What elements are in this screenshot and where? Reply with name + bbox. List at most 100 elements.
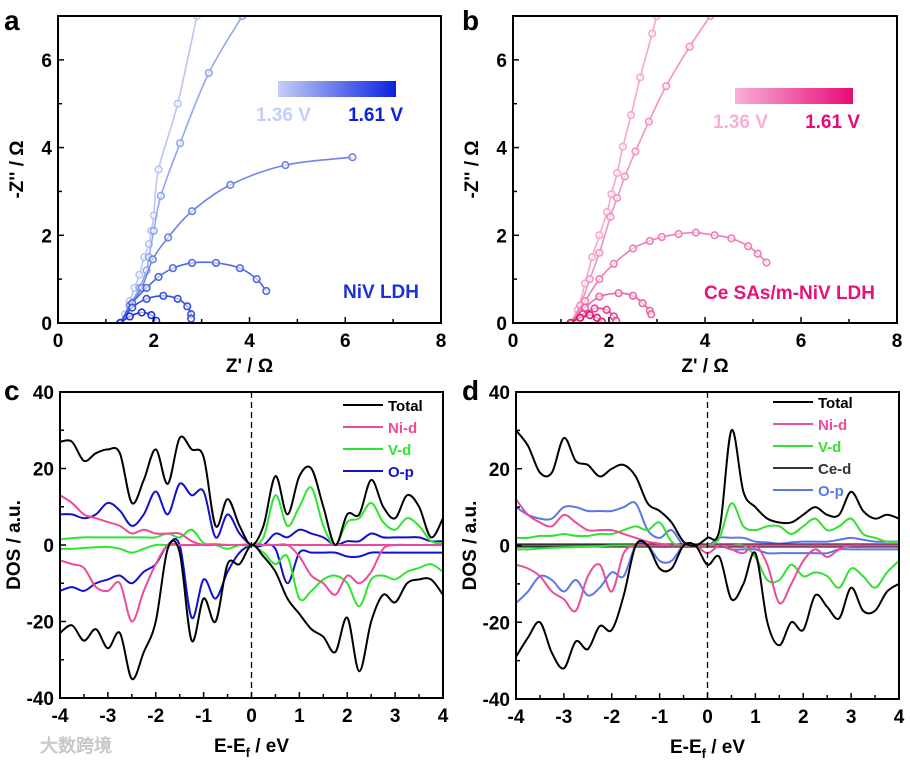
sample-annotation: Ce SAs/m-NiV LDH xyxy=(704,283,875,304)
legend-label: Ni-d xyxy=(388,420,417,437)
colorbar-low-label: 1.36 V xyxy=(256,105,311,126)
data-point xyxy=(281,161,290,170)
y-axis-title: DOS / a.u. xyxy=(4,500,25,590)
colorbar-low-label: 1.36 V xyxy=(713,112,768,133)
x-tick-label: 8 xyxy=(892,331,903,352)
data-point xyxy=(626,111,636,120)
panel-label-c: c xyxy=(4,375,20,406)
data-point xyxy=(685,42,694,51)
y-tick-label: 0 xyxy=(43,536,54,557)
x-axis-title-part: f xyxy=(246,745,251,760)
x-tick-label: -3 xyxy=(99,706,116,727)
legend-label: O-p xyxy=(388,464,414,481)
data-point xyxy=(595,292,604,301)
data-point xyxy=(753,249,762,258)
data-point xyxy=(607,189,616,199)
y-tick-label: -20 xyxy=(483,613,510,634)
data-point xyxy=(691,228,700,237)
axes-frame xyxy=(59,391,444,699)
x-axis-title-part: f xyxy=(702,746,707,761)
data-point xyxy=(175,139,185,148)
data-point xyxy=(628,244,638,253)
potential-colorbar xyxy=(735,88,853,104)
x-tick-label: 4 xyxy=(700,331,711,352)
x-axis-title: E-Ef / eV xyxy=(670,737,745,761)
data-point xyxy=(585,311,594,320)
x-tick-label: 1 xyxy=(294,706,305,727)
data-point xyxy=(147,311,156,320)
x-tick-label: 3 xyxy=(846,707,857,728)
x-tick-label: -4 xyxy=(508,707,525,728)
data-point xyxy=(613,168,622,178)
x-tick-label: 3 xyxy=(390,706,401,727)
axes-frame xyxy=(515,391,900,700)
x-tick-label: -3 xyxy=(555,707,572,728)
data-point xyxy=(595,248,604,257)
data-point xyxy=(647,310,656,319)
y-tick-label: 0 xyxy=(496,314,507,335)
x-tick-label: 0 xyxy=(508,331,519,352)
x-tick-label: 2 xyxy=(798,707,809,728)
y-tick-label: 4 xyxy=(41,139,52,160)
data-point xyxy=(710,231,719,240)
watermark: 大数跨境 xyxy=(40,735,112,756)
plot-area xyxy=(116,16,357,323)
data-point xyxy=(606,212,615,221)
panel-label-d: d xyxy=(462,375,479,406)
x-axis-title-part: / eV xyxy=(250,736,289,757)
data-point xyxy=(595,231,604,240)
data-point xyxy=(645,236,654,246)
x-tick-label: 0 xyxy=(53,331,64,352)
sample-annotation: NiV LDH xyxy=(343,282,419,303)
data-point xyxy=(187,258,197,268)
data-point xyxy=(211,258,221,268)
data-point xyxy=(348,153,357,162)
data-point xyxy=(618,142,628,151)
data-point xyxy=(662,82,671,91)
data-point xyxy=(135,270,144,279)
x-axis-title: E-Ef / eV xyxy=(214,736,289,760)
legend-label: Ni-d xyxy=(818,417,847,434)
y-axis-title: DOS / a.u. xyxy=(460,501,481,591)
x-tick-label: 1 xyxy=(750,707,761,728)
data-point xyxy=(580,296,590,306)
data-point xyxy=(588,253,597,262)
panel-label-b: b xyxy=(462,5,479,36)
data-point xyxy=(156,191,166,200)
data-point xyxy=(183,302,192,311)
data-point xyxy=(204,68,213,78)
data-point xyxy=(186,314,196,323)
x-tick-label: 2 xyxy=(148,331,159,352)
data-point xyxy=(609,259,618,268)
data-point xyxy=(173,294,182,303)
data-point xyxy=(154,165,163,174)
dos-curve-total-down xyxy=(60,539,443,681)
x-axis-title-part: / eV xyxy=(706,737,745,758)
axes-frame xyxy=(57,15,442,324)
plot-area xyxy=(566,16,771,323)
x-tick-label: 4 xyxy=(244,331,255,352)
nyquist-curve xyxy=(119,156,353,323)
x-axis-title: Z' / Ω xyxy=(681,356,728,377)
y-axis-title: -Z'' / Ω xyxy=(462,140,483,198)
legend-label: Total xyxy=(388,398,423,415)
y-axis-title: -Z'' / Ω xyxy=(7,140,28,198)
data-point xyxy=(154,272,163,282)
data-point xyxy=(744,242,753,251)
x-tick-label: 2 xyxy=(342,706,353,727)
x-tick-label: 4 xyxy=(894,707,905,728)
x-tick-label: -1 xyxy=(195,706,212,727)
data-point xyxy=(657,232,666,242)
data-point xyxy=(597,317,606,323)
data-point xyxy=(128,303,137,312)
chart-panel-c: -4 -3 -2 -1 0 1 2 3 4 -40 -20 0 20 40 E-Ef / eV DOS / a… xyxy=(4,383,449,760)
data-point xyxy=(590,304,599,313)
data-point xyxy=(137,308,146,317)
chart-panel-a: 0 2 4 6 8 0 2 4 6 Z' / Ω -Z'' / Ω 1.36 V 1.61 V NiV L… xyxy=(7,15,446,377)
y-tick-label: 0 xyxy=(499,537,510,558)
x-tick-label: 6 xyxy=(796,331,807,352)
panel-label-a: a xyxy=(4,5,20,36)
y-tick-label: 0 xyxy=(41,314,52,335)
x-tick-label: 6 xyxy=(340,331,351,352)
